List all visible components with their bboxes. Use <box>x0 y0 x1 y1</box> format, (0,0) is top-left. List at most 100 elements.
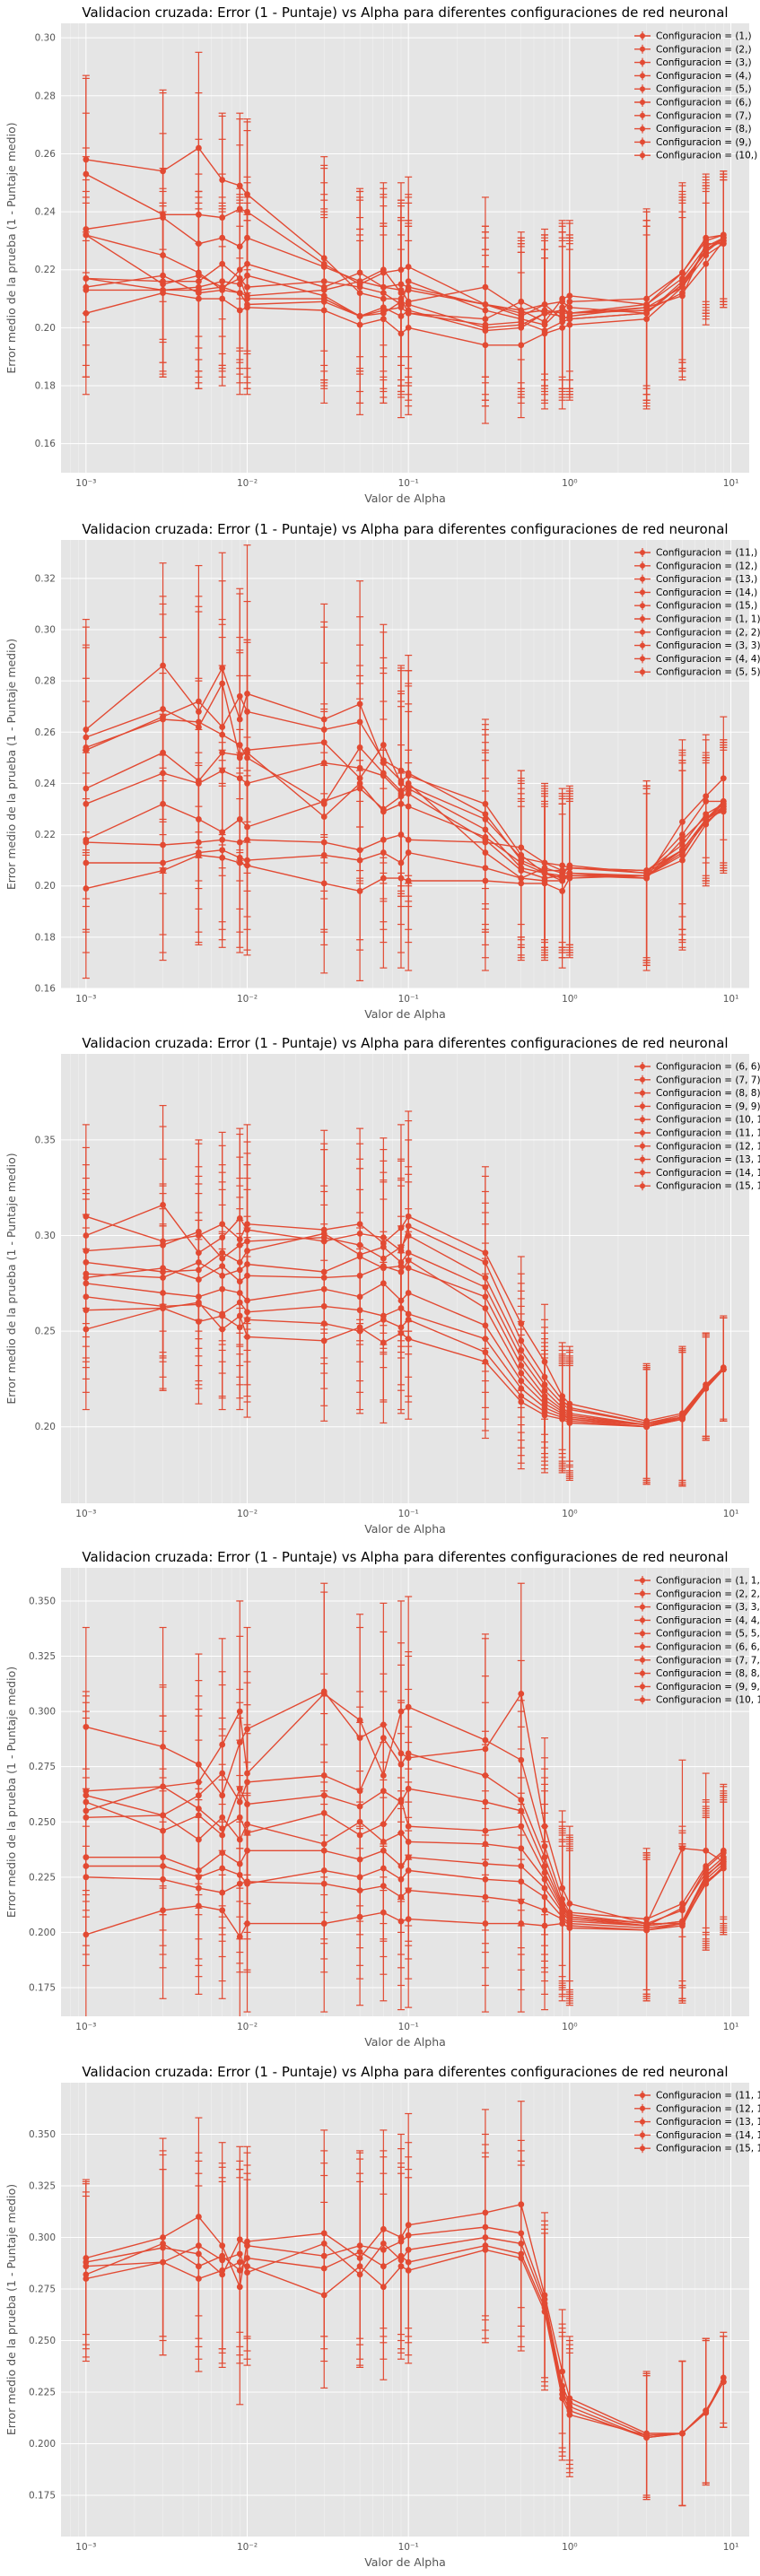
series-line <box>85 1301 724 1428</box>
legend-marker <box>640 73 645 79</box>
data-point <box>219 724 226 730</box>
legend-label: Configuracion = (11, 11, 11) <box>656 2091 760 2102</box>
y-tick-label: 0.25 <box>35 1327 56 1337</box>
chart-title: Validacion cruzada: Error (1 - Puntaje) … <box>82 1549 728 1565</box>
series-10 <box>82 593 728 962</box>
series-line <box>85 234 724 329</box>
legend-marker <box>640 1064 645 1069</box>
data-point <box>320 880 328 887</box>
legend-label: Configuracion = (3,) <box>656 57 752 68</box>
data-point <box>720 1865 727 1872</box>
legend-marker <box>640 1090 645 1096</box>
data-point <box>405 2267 412 2274</box>
series-line <box>85 694 724 872</box>
y-tick-label: 0.175 <box>29 2491 56 2502</box>
series-line <box>85 1865 724 1929</box>
data-point <box>482 2246 489 2253</box>
data-point <box>196 2276 202 2282</box>
legend-label: Configuracion = (2, 2, 2) <box>656 1588 760 1599</box>
data-point <box>679 1920 686 1927</box>
data-point <box>679 1415 686 1423</box>
data-point <box>236 859 243 866</box>
data-point <box>83 2276 90 2282</box>
y-tick-label: 0.18 <box>35 381 56 392</box>
data-point <box>397 1329 405 1336</box>
y-tick-label: 0.32 <box>35 573 56 584</box>
legend-label: Configuracion = (6, 6) <box>656 1062 760 1073</box>
y-tick-label: 0.225 <box>29 1872 56 1883</box>
data-point <box>720 240 727 248</box>
legend-marker <box>640 126 645 132</box>
legend-label: Configuracion = (13, 13, 13) <box>656 2117 760 2128</box>
legend-label: Configuracion = (5,) <box>656 84 752 95</box>
legend-marker <box>640 139 645 145</box>
y-tick-label: 0.30 <box>35 1231 56 1241</box>
legend-marker <box>640 152 645 159</box>
series-10 <box>82 178 728 424</box>
legend-label: Configuracion = (3, 3) <box>656 640 760 651</box>
data-point <box>679 283 686 291</box>
series-layer <box>82 544 728 982</box>
x-tick-label: 10⁻³ <box>75 2022 96 2032</box>
data-point <box>679 841 686 849</box>
legend-marker <box>640 1590 645 1597</box>
legend: Configuracion = (1, 1, 1)Configuracion =… <box>634 1576 760 1706</box>
y-tick-label: 0.22 <box>35 830 56 840</box>
data-point <box>160 1907 166 1914</box>
y-tick-label: 0.20 <box>35 323 56 334</box>
legend-label: Configuracion = (4, 4) <box>656 654 760 665</box>
data-point <box>482 1358 489 1365</box>
data-point <box>244 1334 250 1340</box>
y-tick-label: 0.26 <box>35 727 57 738</box>
legend-marker <box>640 669 645 675</box>
series-layer <box>82 51 728 424</box>
legend-marker <box>640 550 645 555</box>
legend-label: Configuracion = (6, 6, 6) <box>656 1642 760 1653</box>
y-tick-label: 0.16 <box>35 439 57 449</box>
y-tick-label: 0.20 <box>35 881 56 892</box>
data-point <box>83 1326 90 1333</box>
legend-marker <box>640 1130 645 1136</box>
y-tick-label: 0.28 <box>35 676 56 687</box>
data-point <box>219 295 226 302</box>
data-point <box>380 1909 387 1916</box>
data-point <box>720 1366 727 1373</box>
legend-marker <box>640 1156 645 1162</box>
y-tick-label: 0.28 <box>35 91 56 101</box>
legend-label: Configuracion = (14, 14, 14) <box>656 2130 760 2141</box>
series-line <box>85 237 724 326</box>
chart-title: Validacion cruzada: Error (1 - Puntaje) … <box>82 521 728 537</box>
data-point <box>405 1336 412 1343</box>
series-line <box>85 2249 724 2437</box>
plot-area <box>61 23 749 473</box>
legend-marker <box>640 1183 645 1189</box>
plot-area <box>61 2083 749 2537</box>
y-axis-label: Error medio de la prueba (1 - Puntaje me… <box>4 639 18 890</box>
legend-label: Configuracion = (12,) <box>656 561 757 571</box>
data-point <box>356 321 363 328</box>
plot-area <box>61 1568 749 2016</box>
legend-label: Configuracion = (1,) <box>656 31 752 42</box>
legend-label: Configuracion = (12, 12, 12) <box>656 2103 760 2114</box>
chart-title: Validacion cruzada: Error (1 - Puntaje) … <box>82 1035 728 1051</box>
y-axis-label: Error medio de la prueba (1 - Puntaje me… <box>4 122 18 373</box>
data-point <box>566 865 573 872</box>
legend-label: Configuracion = (10,) <box>656 151 757 161</box>
legend-marker <box>640 656 645 662</box>
data-point <box>397 2263 405 2270</box>
data-point <box>518 1398 525 1405</box>
series-5 <box>82 2156 728 2507</box>
y-tick-label: 0.300 <box>29 1707 56 1718</box>
data-point <box>160 2258 166 2266</box>
legend: Configuracion = (11,) Configuracion = (12… <box>634 548 760 678</box>
x-tick-label: 10¹ <box>723 2542 739 2553</box>
chart-panel-4: 0.175 0.200 0.225 0.250 0.275 0.300 0.325 0.350… <box>4 1549 760 2049</box>
data-point <box>83 1931 90 1938</box>
x-tick-label: 10¹ <box>723 478 739 489</box>
legend-marker <box>640 562 645 569</box>
data-point <box>356 718 363 726</box>
y-tick-label: 0.24 <box>35 207 57 218</box>
series-line <box>85 808 724 892</box>
data-point <box>244 862 250 869</box>
